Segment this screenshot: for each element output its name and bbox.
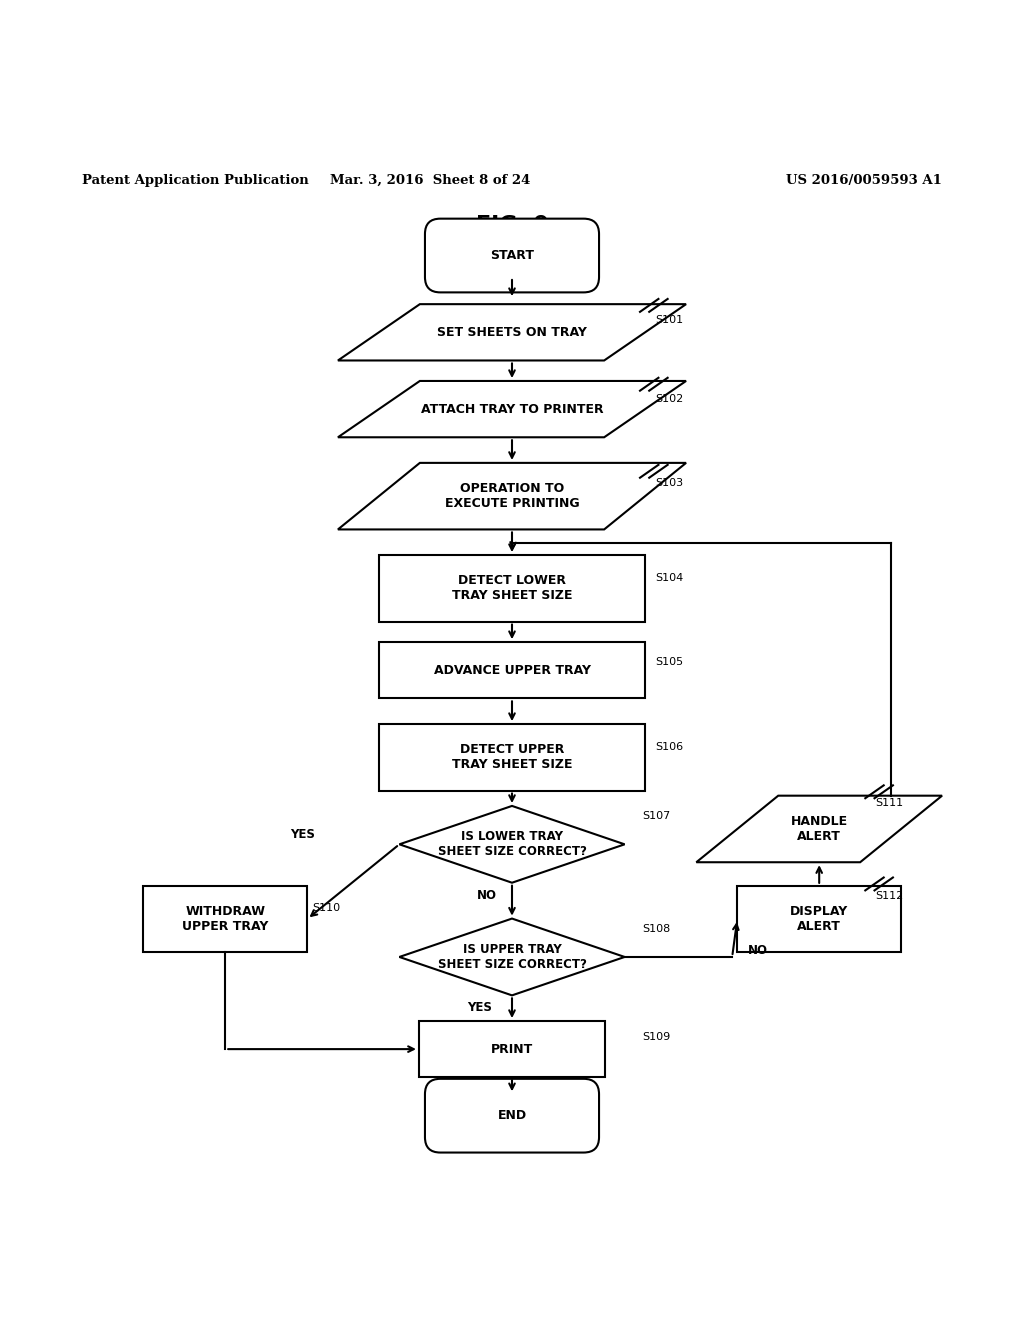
Polygon shape	[338, 304, 686, 360]
Text: S110: S110	[312, 903, 340, 913]
Text: S103: S103	[655, 478, 683, 488]
Text: WITHDRAW
UPPER TRAY: WITHDRAW UPPER TRAY	[182, 906, 268, 933]
Polygon shape	[399, 919, 625, 995]
Text: START: START	[490, 249, 534, 261]
Text: US 2016/0059593 A1: US 2016/0059593 A1	[786, 174, 942, 187]
FancyBboxPatch shape	[379, 554, 645, 622]
FancyBboxPatch shape	[143, 886, 307, 952]
Text: Mar. 3, 2016  Sheet 8 of 24: Mar. 3, 2016 Sheet 8 of 24	[330, 174, 530, 187]
Text: ATTACH TRAY TO PRINTER: ATTACH TRAY TO PRINTER	[421, 403, 603, 416]
Text: S107: S107	[642, 810, 671, 821]
Text: HANDLE
ALERT: HANDLE ALERT	[791, 814, 848, 843]
Polygon shape	[696, 796, 942, 862]
Text: END: END	[498, 1109, 526, 1122]
Text: PRINT: PRINT	[490, 1043, 534, 1056]
Text: S102: S102	[655, 393, 684, 404]
Text: IS UPPER TRAY
SHEET SIZE CORRECT?: IS UPPER TRAY SHEET SIZE CORRECT?	[437, 942, 587, 972]
Text: Patent Application Publication: Patent Application Publication	[82, 174, 308, 187]
FancyBboxPatch shape	[425, 1078, 599, 1152]
Text: SET SHEETS ON TRAY: SET SHEETS ON TRAY	[437, 326, 587, 339]
Text: S106: S106	[655, 742, 683, 752]
Text: S105: S105	[655, 657, 683, 667]
Polygon shape	[399, 807, 625, 883]
FancyBboxPatch shape	[379, 642, 645, 698]
Text: FIG. 9: FIG. 9	[475, 215, 549, 235]
Text: OPERATION TO
EXECUTE PRINTING: OPERATION TO EXECUTE PRINTING	[444, 482, 580, 510]
Text: DETECT LOWER
TRAY SHEET SIZE: DETECT LOWER TRAY SHEET SIZE	[452, 574, 572, 602]
Text: NO: NO	[476, 888, 497, 902]
Text: DISPLAY
ALERT: DISPLAY ALERT	[791, 906, 848, 933]
Text: ADVANCE UPPER TRAY: ADVANCE UPPER TRAY	[433, 664, 591, 677]
Text: S111: S111	[876, 799, 903, 808]
FancyBboxPatch shape	[737, 886, 901, 952]
Text: NO: NO	[748, 944, 768, 957]
Text: S101: S101	[655, 315, 683, 325]
Text: DETECT UPPER
TRAY SHEET SIZE: DETECT UPPER TRAY SHEET SIZE	[452, 743, 572, 771]
Text: S109: S109	[642, 1032, 671, 1041]
Text: S108: S108	[642, 924, 671, 935]
FancyBboxPatch shape	[425, 219, 599, 293]
Text: YES: YES	[290, 828, 314, 841]
Text: S104: S104	[655, 573, 684, 583]
Polygon shape	[338, 463, 686, 529]
Text: S112: S112	[876, 891, 904, 900]
Text: YES: YES	[467, 1001, 492, 1014]
Polygon shape	[338, 381, 686, 437]
FancyBboxPatch shape	[379, 723, 645, 791]
Text: IS LOWER TRAY
SHEET SIZE CORRECT?: IS LOWER TRAY SHEET SIZE CORRECT?	[437, 830, 587, 858]
FancyBboxPatch shape	[419, 1020, 605, 1077]
